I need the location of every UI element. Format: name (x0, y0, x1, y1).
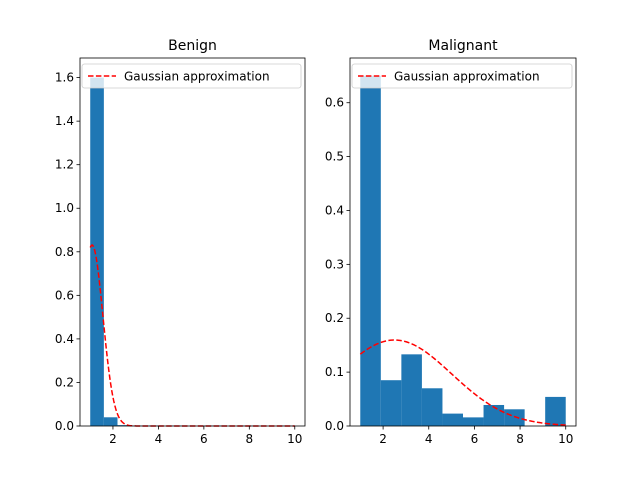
legend: Gaussian approximation (351, 63, 573, 89)
x-tick-label: 2 (379, 432, 387, 446)
y-tick-label: 0.2 (325, 311, 344, 325)
x-tick-label: 6 (471, 432, 479, 446)
x-tick-label: 6 (200, 432, 208, 446)
y-tick-label: 0.6 (325, 96, 344, 110)
legend-box (351, 63, 573, 89)
x-tick-label: 10 (287, 432, 302, 446)
histogram-bar (380, 380, 402, 426)
legend-label: Gaussian approximation (394, 70, 540, 84)
x-tick-label: 8 (245, 432, 253, 446)
histogram-bar (360, 75, 381, 426)
y-tick-label: 0.1 (325, 365, 344, 379)
histogram-bar (463, 417, 484, 426)
subplot-1: 2 4 6 8 10 0.0 0.2 0.4 0.6 0.8 1.0 1.2 1.4 1.6 Benign G… (55, 38, 306, 446)
y-tick-label: 1.2 (55, 158, 74, 172)
subplot-2: 2 4 6 8 10 0.0 0.1 0.2 0.3 0.4 0.5 0.6 Malignant Gaus… (325, 38, 577, 446)
legend: Gaussian approximation (81, 63, 302, 89)
x-tick-label: 2 (109, 432, 117, 446)
y-tick-label: 0.0 (325, 419, 344, 433)
y-tick-label: 0.3 (325, 257, 344, 271)
histogram-bar (545, 396, 566, 426)
chart-title: Benign (168, 38, 217, 54)
histogram-bar (483, 404, 505, 426)
y-tick-label: 0.2 (55, 375, 74, 389)
x-tick-label: 10 (558, 432, 573, 446)
y-tick-label: 0.4 (325, 203, 344, 217)
y-tick-label: 0.8 (55, 245, 74, 259)
y-tick-label: 1.6 (55, 71, 74, 85)
histogram-bar (504, 409, 525, 426)
histogram-bar (421, 388, 443, 426)
legend-label: Gaussian approximation (124, 70, 270, 84)
histogram-bar (401, 354, 422, 426)
x-tick-label: 4 (425, 432, 433, 446)
gaussian-curve (359, 339, 566, 426)
histogram-bar (103, 417, 118, 426)
legend-box (81, 63, 302, 89)
gaussian-curve (89, 244, 295, 427)
y-tick-label: 0.4 (55, 332, 74, 346)
histogram-bar (117, 425, 132, 426)
axes-frame (79, 57, 306, 427)
y-tick-label: 0.5 (325, 150, 344, 164)
axes-frame (349, 57, 577, 427)
y-tick-label: 0.6 (55, 288, 74, 302)
histogram-bar (442, 413, 463, 426)
y-tick-label: 1.4 (55, 114, 74, 128)
y-tick-label: 0.0 (55, 419, 74, 433)
x-tick-label: 4 (155, 432, 163, 446)
x-tick-label: 8 (516, 432, 524, 446)
histogram-bar (90, 77, 104, 427)
chart-title: Malignant (428, 38, 498, 54)
y-tick-label: 1.0 (55, 201, 74, 215)
